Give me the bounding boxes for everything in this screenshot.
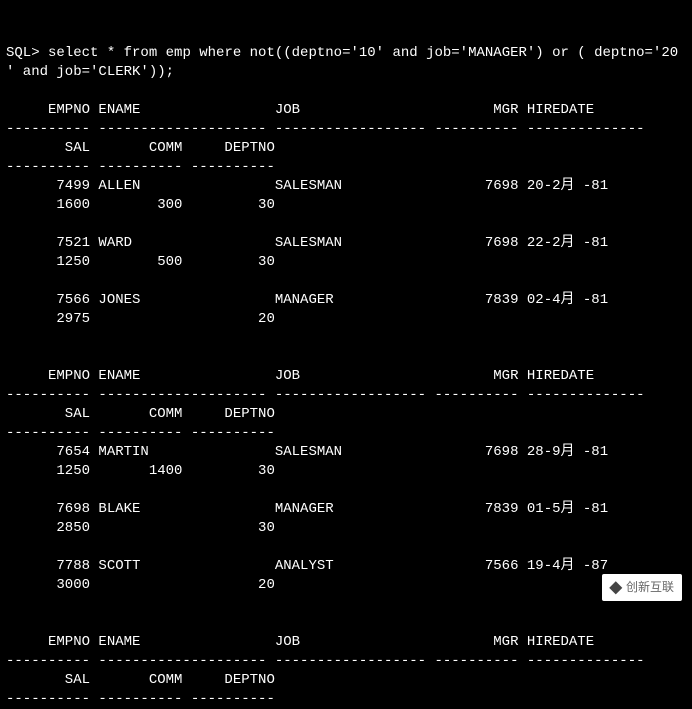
column-header-1: EMPNO ENAME JOB MGR HIREDATE bbox=[6, 102, 594, 118]
sql-prompt: SQL> bbox=[6, 45, 48, 61]
separator-2: ---------- ---------- ---------- bbox=[6, 691, 275, 707]
separator-1: ---------- -------------------- --------… bbox=[6, 653, 645, 669]
row-4-a: 7698 BLAKE MANAGER 7839 01-5月 -81 bbox=[6, 501, 608, 517]
row-4-b: 2850 30 bbox=[6, 520, 275, 536]
column-header-2: SAL COMM DEPTNO bbox=[6, 140, 275, 156]
separator-1: ---------- -------------------- --------… bbox=[6, 387, 645, 403]
query-line-1: select * from emp where not((deptno='10'… bbox=[48, 45, 678, 61]
separator-2: ---------- ---------- ---------- bbox=[6, 425, 275, 441]
row-5-b: 3000 20 bbox=[6, 577, 275, 593]
watermark-logo: ◆创新互联 bbox=[602, 574, 682, 601]
row-1-a: 7521 WARD SALESMAN 7698 22-2月 -81 bbox=[6, 235, 608, 251]
separator-2: ---------- ---------- ---------- bbox=[6, 159, 275, 175]
query-line-2: ' and job='CLERK')); bbox=[6, 64, 174, 80]
column-header-2: SAL COMM DEPTNO bbox=[6, 406, 275, 422]
column-header-2: SAL COMM DEPTNO bbox=[6, 672, 275, 688]
separator-1: ---------- -------------------- --------… bbox=[6, 121, 645, 137]
watermark-text: 创新互联 bbox=[626, 578, 674, 597]
row-0-a: 7499 ALLEN SALESMAN 7698 20-2月 -81 bbox=[6, 178, 608, 194]
row-3-a: 7654 MARTIN SALESMAN 7698 28-9月 -81 bbox=[6, 444, 608, 460]
column-header-1: EMPNO ENAME JOB MGR HIREDATE bbox=[6, 634, 594, 650]
row-2-b: 2975 20 bbox=[6, 311, 275, 327]
row-3-b: 1250 1400 30 bbox=[6, 463, 275, 479]
row-0-b: 1600 300 30 bbox=[6, 197, 275, 213]
row-2-a: 7566 JONES MANAGER 7839 02-4月 -81 bbox=[6, 292, 608, 308]
row-1-b: 1250 500 30 bbox=[6, 254, 275, 270]
column-header-1: EMPNO ENAME JOB MGR HIREDATE bbox=[6, 368, 594, 384]
row-5-a: 7788 SCOTT ANALYST 7566 19-4月 -87 bbox=[6, 558, 608, 574]
logo-icon: ◆ bbox=[610, 578, 622, 597]
